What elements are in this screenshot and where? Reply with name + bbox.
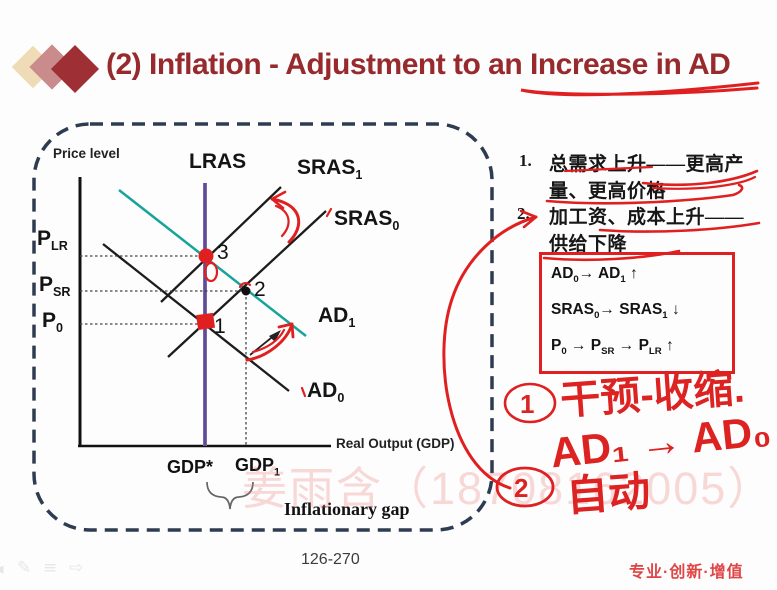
sras0-label: SRAS0 (334, 207, 400, 234)
point1-red-blob (196, 312, 216, 331)
ad1-line (118, 189, 307, 337)
point2-red-mark (238, 282, 252, 289)
note1-underline-b (651, 175, 757, 190)
slide-title: (2) Inflation - Adjustment to an Increas… (106, 48, 731, 81)
note2-line1: 加工资、成本上升—— (549, 207, 745, 228)
pen-icon[interactable]: ✎ (17, 558, 32, 578)
sras0-line (167, 210, 327, 358)
summary-box: AD0→ AD1 ↑ SRAS0→ SRAS1 ↓ P0 → PSR → PLR… (539, 252, 735, 375)
gdp-star-label: GDP* (167, 457, 214, 477)
summary-line-sras: SRAS0→ SRAS1 ↓ (551, 301, 680, 322)
x-axis-label: Real Output (GDP) (336, 436, 455, 451)
ad0-line (102, 243, 290, 392)
note1-line2: 量、更高价格 (549, 181, 667, 202)
y-axis-label: Price level (53, 146, 120, 161)
p-lr-label: PLR (37, 227, 68, 254)
sras0-red-tick (325, 207, 333, 218)
p-sr-label: PSR (39, 273, 71, 300)
menu-icon[interactable]: ≡ (43, 558, 58, 578)
black-shift-arrowhead (269, 330, 281, 342)
ad-shift-arrowhead (277, 322, 295, 339)
sras1-label: SRAS1 (297, 156, 363, 183)
summary-line-ad: AD0→ AD1 ↑ (551, 265, 638, 286)
point3-number: 3 (217, 241, 229, 264)
ad-shift-arrow-inner (251, 328, 286, 354)
point3-loop (203, 261, 219, 283)
page-number: 126-270 (301, 551, 360, 568)
ad0-red-tick (300, 386, 307, 398)
handwritten-note3: 自动 (564, 467, 652, 520)
gdp1-label: GDP1 (235, 455, 281, 479)
lras-label: LRAS (189, 150, 247, 173)
next-icon[interactable]: ⇨ (69, 558, 84, 578)
point3-red-blob (198, 248, 214, 264)
handwritten-circle1-digit: 1 (520, 389, 535, 419)
inflationary-gap-label: Inflationary gap (284, 499, 410, 519)
big-arc (442, 215, 538, 490)
back-icon[interactable]: ◂ (0, 559, 4, 579)
sras-shift-arrow (270, 197, 301, 244)
note2-number: 2. (517, 204, 530, 223)
handwritten-circle2-digit: 2 (514, 473, 529, 503)
title-underline-stroke (520, 81, 760, 97)
ad1-label: AD1 (318, 304, 356, 331)
summary-line-p: P0 → PSR → PLR ↑ (551, 337, 674, 358)
note1-line1: 总需求上升——更高产 (549, 154, 745, 175)
footer-slogan: 专业·创新·增值 (629, 564, 744, 581)
point3-dot (203, 253, 211, 261)
point1-number: 1 (214, 315, 226, 338)
ad-shift-arrow (245, 322, 294, 362)
ad0-label: AD0 (307, 379, 345, 406)
sras-shift-arrow-inner (274, 204, 290, 238)
sras-shift-arrowhead (270, 190, 287, 210)
note1-number: 1. (519, 151, 532, 170)
point2-number: 2 (254, 278, 266, 301)
black-shift-arrow (249, 333, 277, 356)
p-0-label: P0 (42, 309, 64, 336)
point2-dot (241, 286, 251, 296)
